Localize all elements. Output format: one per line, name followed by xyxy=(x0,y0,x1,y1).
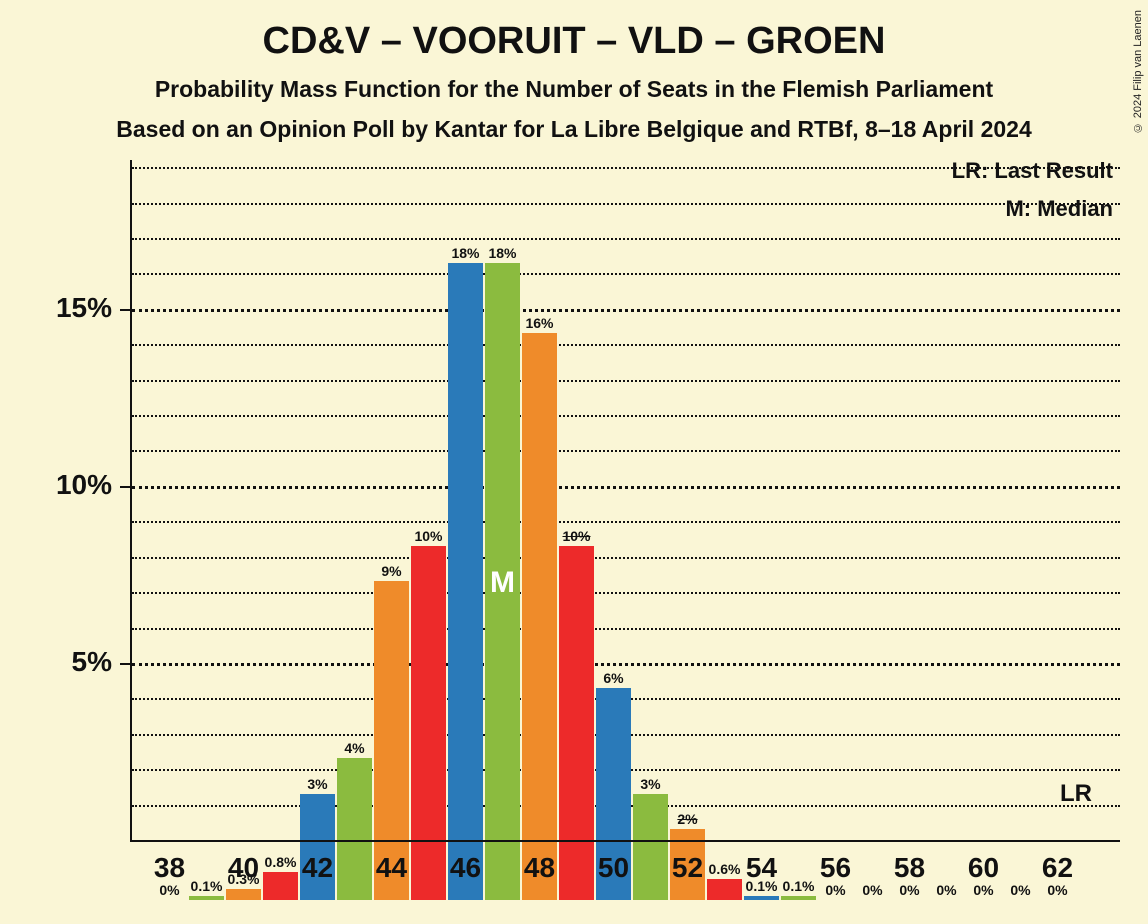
x-tick-label: 54 xyxy=(732,852,792,884)
bar-value-label: 2% xyxy=(664,811,712,827)
x-tick-label: 38 xyxy=(140,852,200,884)
bar-value-label: 3% xyxy=(627,776,675,792)
x-tick-label: 62 xyxy=(1028,852,1088,884)
bar xyxy=(522,333,557,900)
y-tick xyxy=(120,663,130,665)
bar xyxy=(226,889,261,900)
median-mark: M xyxy=(485,566,520,600)
bar-value-label: 16% xyxy=(516,315,564,331)
chart-stage: © 2024 Filip van Laenen CD&V – VOORUIT –… xyxy=(0,0,1148,924)
x-tick-label: 50 xyxy=(584,852,644,884)
gridline xyxy=(132,203,1120,205)
bar-value-label: 4% xyxy=(331,740,379,756)
bar-value-label: 10% xyxy=(553,528,601,544)
y-axis xyxy=(130,160,132,840)
y-tick-label: 15% xyxy=(22,292,112,324)
bar-value-label: 9% xyxy=(368,563,416,579)
y-tick xyxy=(120,309,130,311)
x-tick-label: 44 xyxy=(362,852,422,884)
bar-value-label: 18% xyxy=(479,245,527,261)
x-axis xyxy=(130,840,1120,842)
bar xyxy=(559,546,594,900)
lr-marker: LR xyxy=(1060,780,1092,808)
x-tick-label: 60 xyxy=(954,852,1014,884)
x-tick-label: 46 xyxy=(436,852,496,884)
bar-value-label: 10% xyxy=(405,528,453,544)
x-tick-label: 56 xyxy=(806,852,866,884)
plot-area: 0%0.1%0.3%0.8%3%4%9%10%18%18%M16%10%6%3%… xyxy=(130,160,1120,900)
chart-title: CD&V – VOORUIT – VLD – GROEN xyxy=(0,20,1148,63)
gridline xyxy=(132,167,1120,169)
x-tick-label: 40 xyxy=(214,852,274,884)
y-tick-label: 10% xyxy=(22,469,112,501)
bar-value-label: 6% xyxy=(590,670,638,686)
chart-subtitle-1: Probability Mass Function for the Number… xyxy=(0,76,1148,103)
y-tick-label: 5% xyxy=(22,646,112,678)
bar-value-label: 3% xyxy=(294,776,342,792)
x-tick-label: 48 xyxy=(510,852,570,884)
x-tick-label: 52 xyxy=(658,852,718,884)
chart-subtitle-2: Based on an Opinion Poll by Kantar for L… xyxy=(0,116,1148,143)
bar xyxy=(189,896,224,900)
bar xyxy=(744,896,779,900)
bar-value-label: 0% xyxy=(1034,882,1082,898)
x-tick-label: 42 xyxy=(288,852,348,884)
x-tick-label: 58 xyxy=(880,852,940,884)
bar xyxy=(633,794,668,900)
bar xyxy=(411,546,446,900)
y-tick xyxy=(120,486,130,488)
bars-container: 0%0.1%0.3%0.8%3%4%9%10%18%18%M16%10%6%3%… xyxy=(130,220,1120,900)
bar xyxy=(448,263,483,901)
bar xyxy=(300,794,335,900)
